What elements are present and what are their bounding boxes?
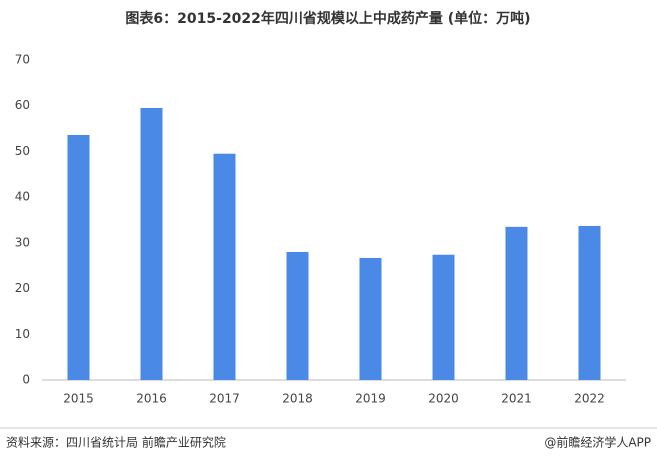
x-tick-label: 2017 <box>209 392 240 406</box>
y-tick-label: 10 <box>15 327 30 341</box>
bar <box>140 108 163 380</box>
bar <box>286 252 309 380</box>
y-tick-label: 40 <box>15 190 30 204</box>
bar <box>67 134 90 380</box>
bar <box>432 254 455 380</box>
y-tick-label: 70 <box>15 53 30 67</box>
x-tick-label: 2022 <box>574 392 605 406</box>
x-tick-label: 2020 <box>428 392 459 406</box>
y-tick-label: 50 <box>15 144 30 158</box>
y-tick-label: 30 <box>15 235 30 249</box>
x-tick-label: 2018 <box>282 392 313 406</box>
y-tick-label: 0 <box>22 373 30 387</box>
bar <box>359 257 382 380</box>
bar <box>505 226 528 380</box>
x-tick-label: 2019 <box>355 392 386 406</box>
source: 资料来源：四川省统计局 前瞻产业研究院 <box>6 435 226 450</box>
y-tick-label: 60 <box>15 98 30 112</box>
y-tick-label: 20 <box>15 281 30 295</box>
x-tick-label: 2016 <box>136 392 167 406</box>
bar <box>578 225 601 380</box>
x-tick-label: 2015 <box>63 392 94 406</box>
credit: @前瞻经济学人APP <box>544 435 651 450</box>
x-tick-label: 2021 <box>501 392 532 406</box>
chart-title: 图表6：2015-2022年四川省规模以上中成药产量 (单位：万吨) <box>125 10 530 27</box>
bar <box>213 153 236 380</box>
